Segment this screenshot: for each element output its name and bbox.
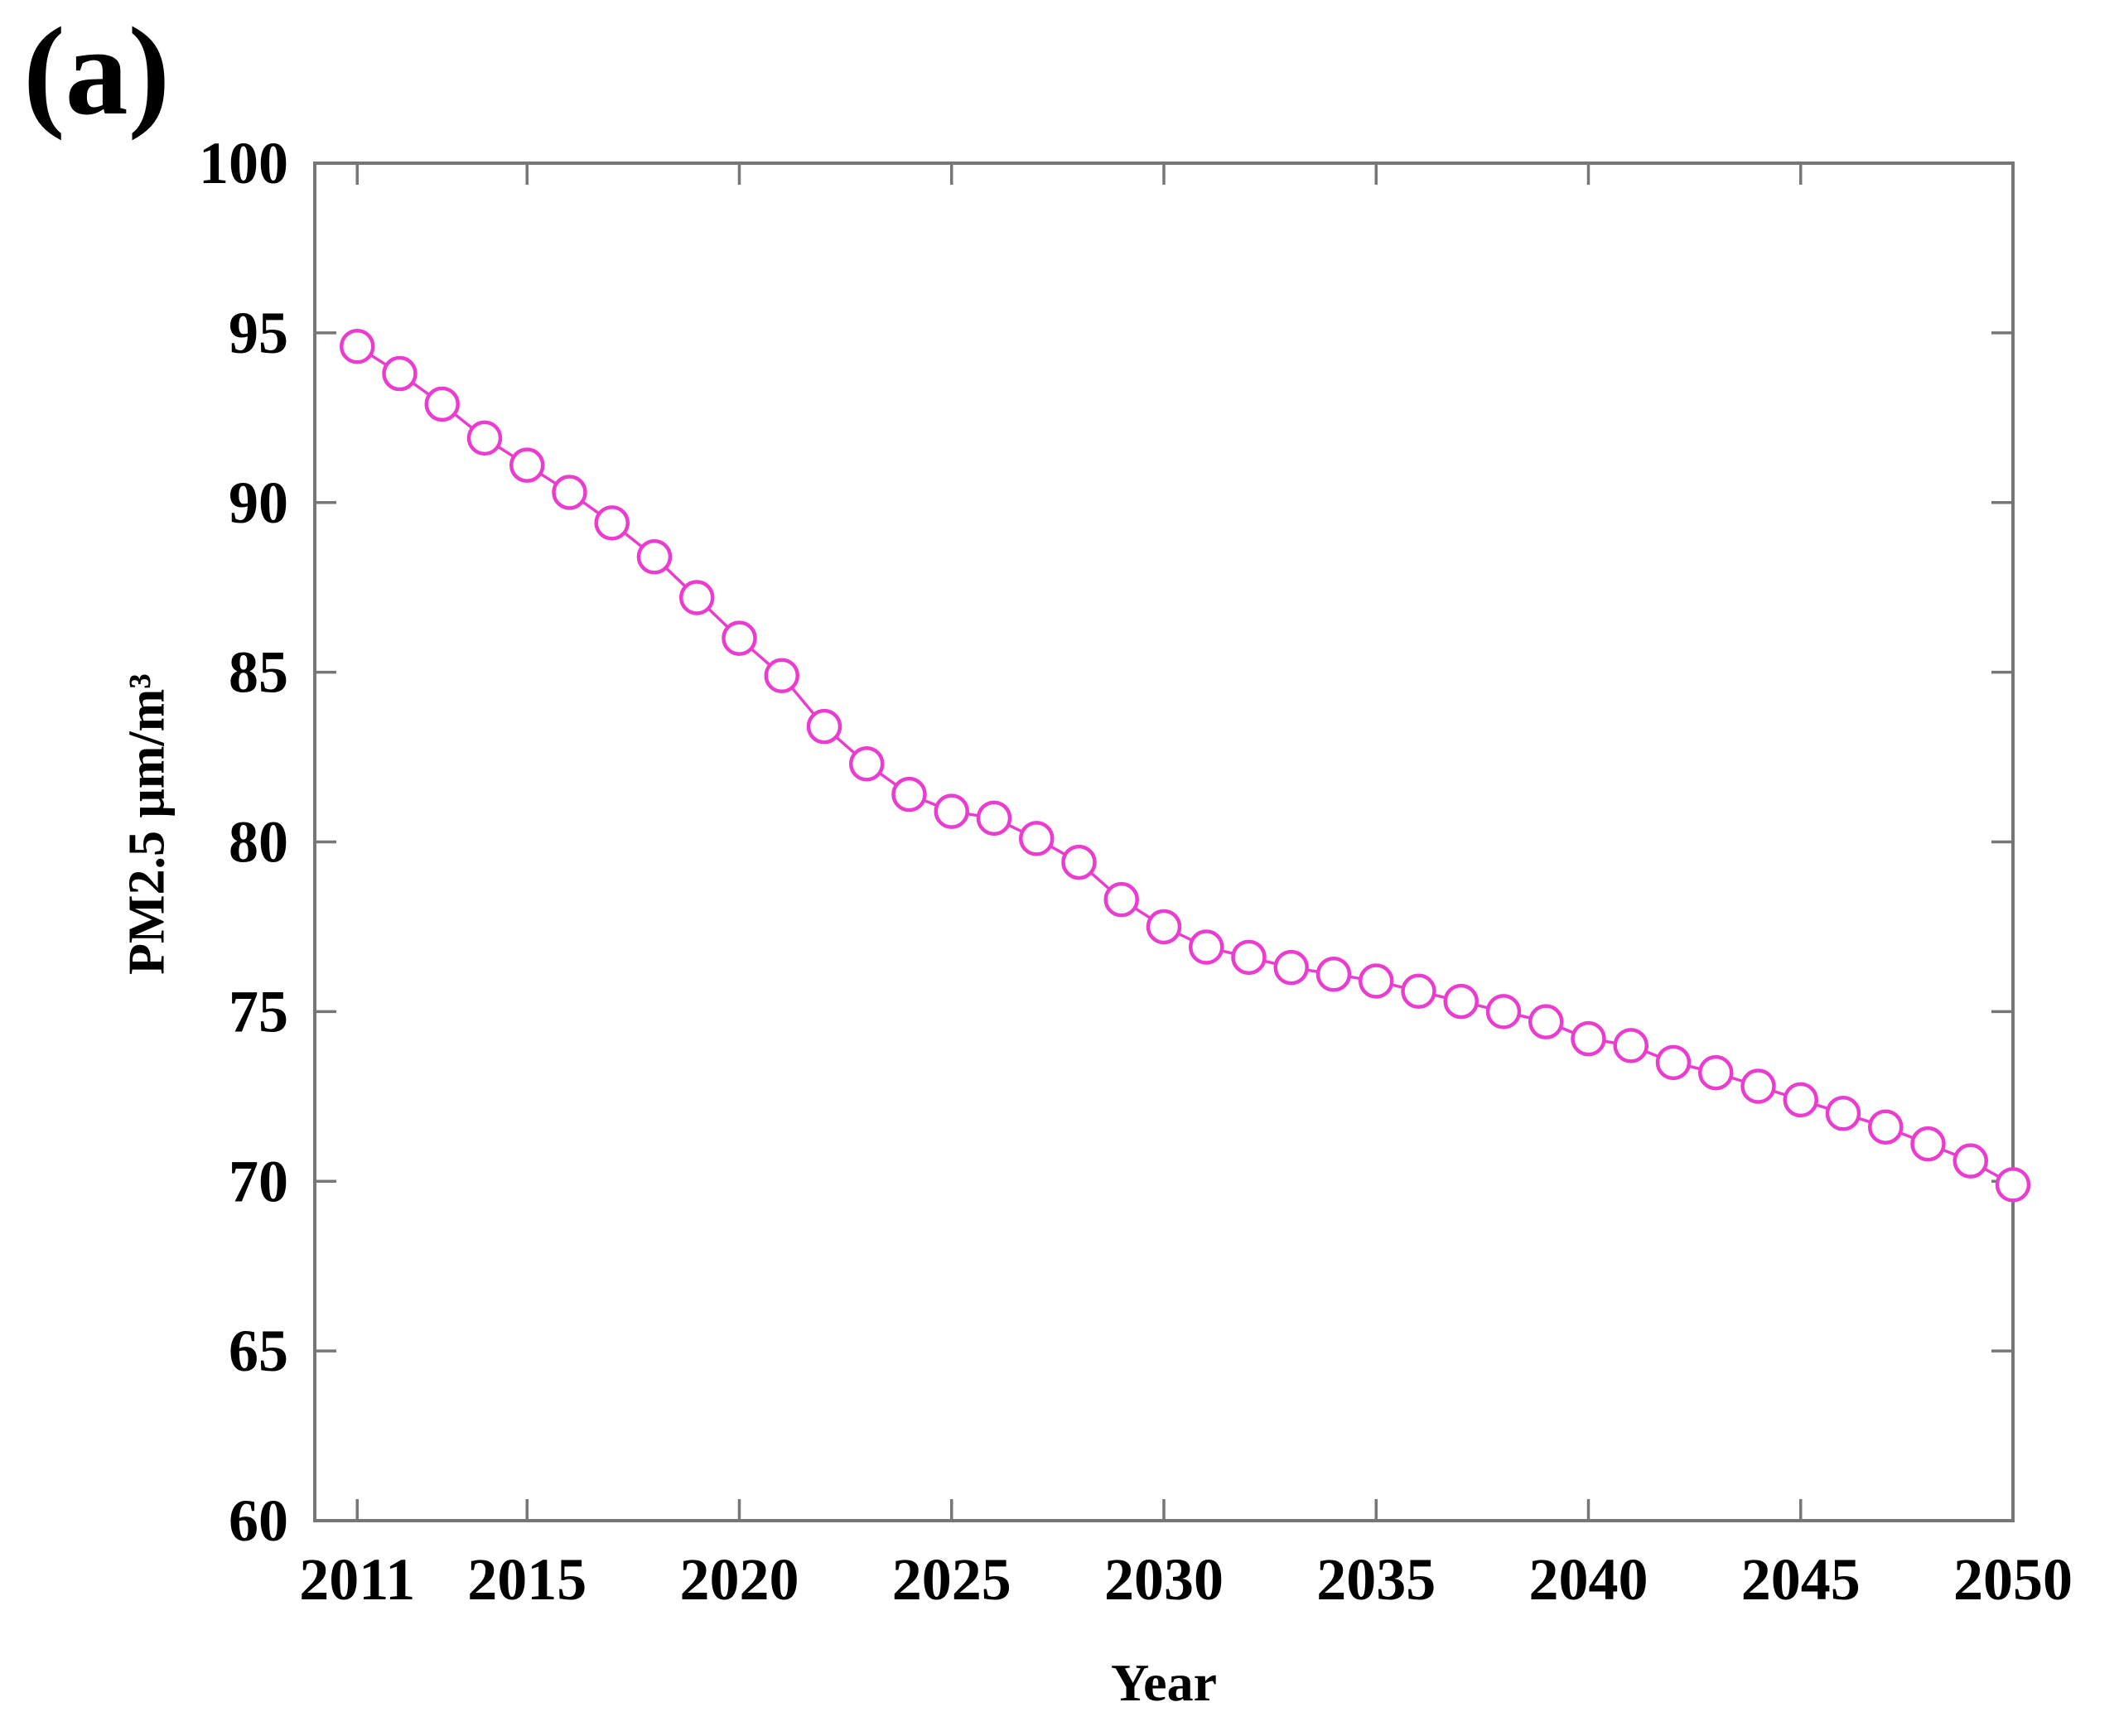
- data-point-2022: [806, 708, 842, 745]
- data-point-2025: [934, 793, 969, 829]
- data-point-2020: [722, 620, 757, 656]
- x-tick-label-2030: 2030: [1104, 1546, 1224, 1613]
- data-point-2031: [1189, 929, 1224, 965]
- y-tick-label-65: 65: [229, 1318, 288, 1384]
- y-tick-label-90: 90: [229, 470, 288, 536]
- data-point-2023: [849, 746, 885, 782]
- data-point-2044: [1740, 1068, 1776, 1104]
- x-tick-label-2025: 2025: [892, 1546, 1011, 1613]
- x-axis-title: Year: [1111, 1653, 1217, 1712]
- y-tick-label-80: 80: [229, 809, 288, 875]
- data-line: [355, 345, 2015, 1187]
- data-point-2033: [1273, 949, 1309, 986]
- data-point-2018: [636, 539, 673, 575]
- data-point-2047: [1868, 1109, 1904, 1145]
- y-tick-label-95: 95: [229, 300, 288, 366]
- data-point-2030: [1146, 909, 1182, 945]
- data-point-2026: [976, 800, 1012, 837]
- data-point-2029: [1103, 881, 1139, 918]
- panel-label: (a): [23, 2, 171, 141]
- data-point-2027: [1019, 821, 1055, 856]
- data-point-2034: [1315, 957, 1352, 992]
- data-point-2037: [1443, 983, 1479, 1020]
- data-point-2015: [509, 447, 545, 483]
- data-point-2017: [594, 505, 630, 541]
- data-point-2012: [382, 355, 418, 392]
- data-point-2021: [764, 658, 799, 693]
- data-point-2032: [1231, 939, 1267, 976]
- data-point-2024: [891, 776, 927, 813]
- data-point-2039: [1528, 1004, 1564, 1039]
- y-tick-label-60: 60: [229, 1488, 288, 1554]
- y-tick-label-70: 70: [229, 1148, 288, 1214]
- x-tick-label-2035: 2035: [1316, 1546, 1436, 1613]
- data-point-2042: [1655, 1044, 1692, 1081]
- data-point-2040: [1571, 1020, 1606, 1057]
- data-point-2043: [1698, 1054, 1734, 1091]
- data-point-2046: [1825, 1096, 1861, 1131]
- data-point-2036: [1401, 973, 1436, 1010]
- data-point-2048: [1910, 1126, 1946, 1162]
- x-tick-label-2011: 2011: [299, 1546, 415, 1613]
- data-point-2019: [679, 580, 715, 615]
- data-point-2041: [1613, 1028, 1648, 1063]
- x-tick-label-2045: 2045: [1741, 1546, 1861, 1613]
- y-tick-label-100: 100: [199, 130, 288, 196]
- data-point-2016: [552, 475, 587, 510]
- data-point-2049: [1952, 1143, 1988, 1179]
- data-point-2038: [1485, 994, 1522, 1030]
- x-tick-label-2020: 2020: [680, 1546, 799, 1613]
- y-tick-label-75: 75: [229, 978, 288, 1044]
- data-point-2045: [1783, 1082, 1818, 1118]
- plot-border: [313, 162, 2015, 1522]
- data-point-2050: [1995, 1167, 2031, 1203]
- data-point-2028: [1061, 844, 1097, 880]
- data-point-2011: [340, 329, 375, 364]
- x-tick-label-2050: 2050: [1953, 1546, 2073, 1613]
- y-tick-label-85: 85: [229, 639, 288, 706]
- x-tick-label-2015: 2015: [467, 1546, 586, 1613]
- data-point-2014: [466, 420, 503, 456]
- data-point-2013: [424, 386, 460, 422]
- data-point-2035: [1359, 963, 1394, 999]
- x-tick-label-2040: 2040: [1529, 1546, 1648, 1613]
